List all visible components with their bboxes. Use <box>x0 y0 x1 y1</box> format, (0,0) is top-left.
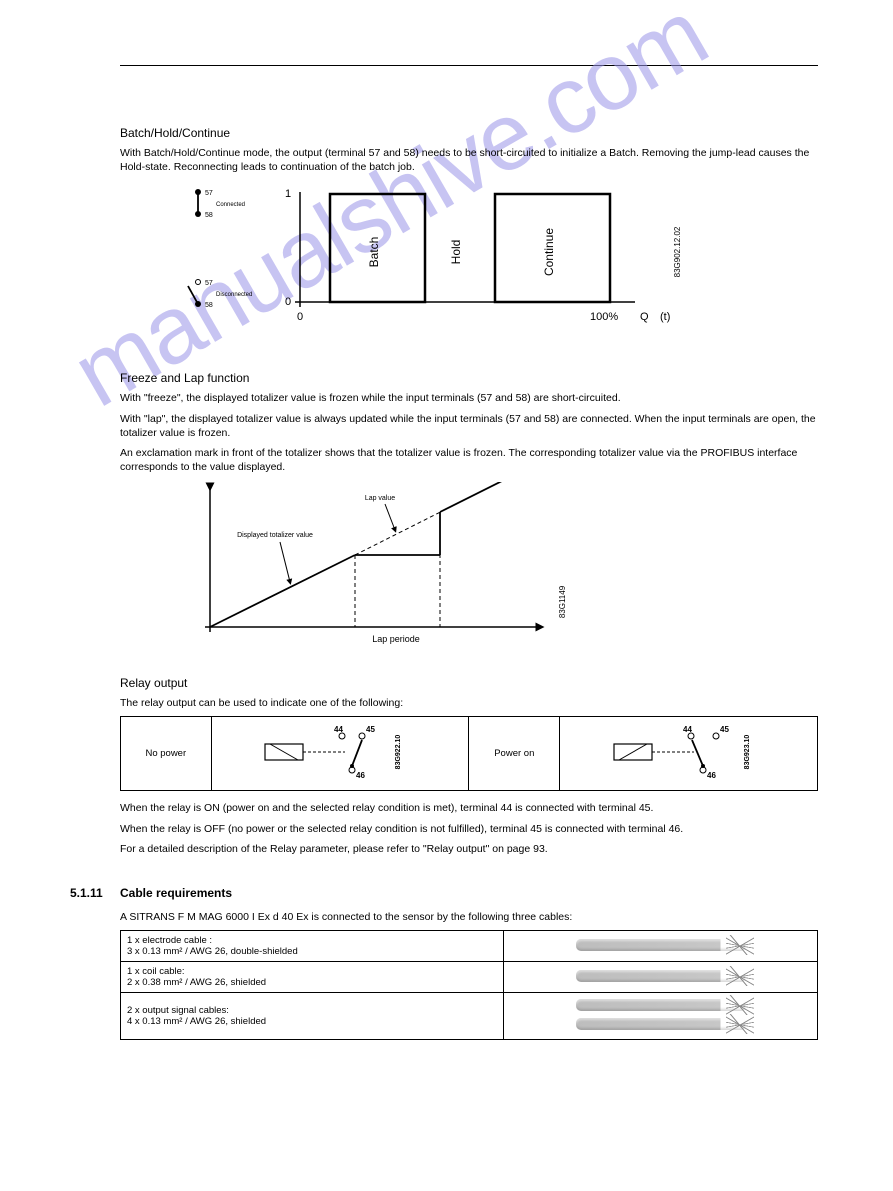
terminal-label: 45 <box>720 725 729 734</box>
table-row: 2 x output signal cables: 4 x 0.13 mm² /… <box>121 993 818 1040</box>
figure-batch-hold: 57 58 Connected 57 58 Disconnected <box>180 182 818 357</box>
cable-icon <box>576 1018 746 1030</box>
terminal-label: 57 <box>205 280 213 287</box>
axis-label: 1 <box>285 188 291 200</box>
relay-table: No power 44 4 <box>120 716 818 791</box>
paragraph: When the relay is ON (power on and the s… <box>120 801 818 815</box>
bar-label: Batch <box>367 237 381 268</box>
section-title-cable: Cable requirements <box>120 886 232 900</box>
paragraph: An exclamation mark in front of the tota… <box>120 446 818 474</box>
terminal-label: 57 <box>205 190 213 197</box>
axis-label: 100% <box>590 311 618 323</box>
lap-diagram: Lap value Displayed totalizer value Lap … <box>180 482 610 657</box>
figure-lap: Lap value Displayed totalizer value Lap … <box>180 482 818 662</box>
fig-label: Lap periode <box>372 634 420 644</box>
cable-icon <box>576 999 746 1011</box>
paragraph: With "lap", the displayed totalizer valu… <box>120 412 818 440</box>
relay-cell-diagram: 44 45 46 83G923.10 <box>560 717 818 791</box>
figure-code: 83G922.10 <box>395 735 402 770</box>
cable-table: 1 x electrode cable : 3 x 0.13 mm² / AWG… <box>120 930 818 1040</box>
section-title-relay: Relay output <box>120 676 818 690</box>
terminal-label: 46 <box>707 771 716 780</box>
paragraph: For a detailed description of the Relay … <box>120 842 818 856</box>
table-row: 1 x electrode cable : 3 x 0.13 mm² / AWG… <box>121 931 818 962</box>
relay-cell-diagram: 44 45 46 83G922.10 <box>211 717 469 791</box>
paragraph: With "freeze", the displayed totalizer v… <box>120 391 818 405</box>
terminal-label: 58 <box>205 302 213 309</box>
axis-label: 0 <box>297 311 303 323</box>
batch-timing-diagram: 57 58 Connected 57 58 Disconnected <box>180 182 700 352</box>
fig-label: Displayed totalizer value <box>237 532 313 539</box>
terminal-label: 46 <box>356 771 365 780</box>
cable-label: 1 x coil cable: 2 x 0.38 mm² / AWG 26, s… <box>121 962 504 993</box>
switch-label: Connected <box>216 202 245 208</box>
figure-code: 83G1149 <box>558 585 567 618</box>
section-number: 5.1.11 <box>70 886 120 900</box>
cable-label: 2 x output signal cables: 4 x 0.13 mm² /… <box>121 993 504 1040</box>
paragraph: When the relay is OFF (no power or the s… <box>120 822 818 836</box>
cable-icon <box>576 939 746 951</box>
paragraph: A SITRANS F M MAG 6000 I Ex d 40 Ex is c… <box>120 910 818 924</box>
cable-image-cell <box>504 931 818 962</box>
switch-label: Disconnected <box>216 292 252 298</box>
axis-label: (t) <box>660 311 670 323</box>
paragraph: The relay output can be used to indicate… <box>120 696 818 710</box>
terminal-label: 44 <box>683 725 692 734</box>
bar-label: Hold <box>449 240 463 265</box>
relay-cell-label: No power <box>121 717 212 791</box>
cable-image-cell <box>504 962 818 993</box>
terminal-label: 58 <box>205 212 213 219</box>
cable-icon <box>576 970 746 982</box>
section-title-freeze: Freeze and Lap function <box>120 371 818 385</box>
relay-cell-label: Power on <box>469 717 560 791</box>
header-rule <box>120 65 818 66</box>
axis-label: Q <box>640 311 649 323</box>
figure-code: 83G902.12.02 <box>673 226 682 277</box>
axis-label: 0 <box>285 296 291 308</box>
figure-code: 83G923.10 <box>744 735 751 770</box>
table-row: 1 x coil cable: 2 x 0.38 mm² / AWG 26, s… <box>121 962 818 993</box>
fig-label: Lap value <box>365 495 395 502</box>
bar-label: Continue <box>542 228 556 276</box>
terminal-label: 45 <box>366 725 375 734</box>
paragraph: With Batch/Hold/Continue mode, the outpu… <box>120 146 818 174</box>
cable-label: 1 x electrode cable : 3 x 0.13 mm² / AWG… <box>121 931 504 962</box>
section-title-batch: Batch/Hold/Continue <box>120 126 818 140</box>
terminal-label: 44 <box>334 725 343 734</box>
cable-image-cell <box>504 993 818 1040</box>
